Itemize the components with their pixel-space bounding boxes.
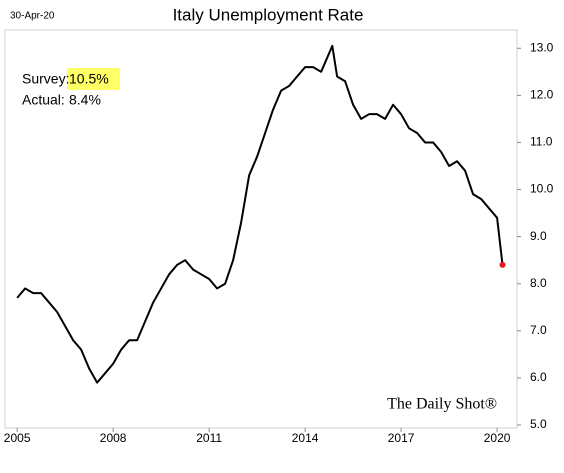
y-tick-label: 12.0 — [530, 88, 554, 102]
y-tick-label: 9.0 — [530, 229, 547, 243]
y-tick-label: 7.0 — [530, 323, 547, 337]
y-tick-label: 11.0 — [530, 135, 553, 149]
y-tick-label: 8.0 — [530, 276, 547, 290]
source-label: The Daily Shot® — [387, 396, 497, 413]
x-tick-label: 2014 — [292, 431, 319, 445]
x-tick-label: 2011 — [196, 431, 222, 445]
y-tick-label: 6.0 — [530, 370, 547, 384]
highlight — [67, 68, 120, 90]
actual-label: Actual: — [22, 92, 65, 108]
actual-value: 8.4% — [69, 92, 101, 108]
last-point — [499, 261, 506, 268]
survey-value: 10.5% — [69, 71, 109, 87]
survey-label: Survey: — [22, 71, 69, 87]
x-tick-label: 2005 — [4, 431, 31, 445]
y-tick-label: 10.0 — [530, 182, 554, 196]
x-tick-label: 2017 — [388, 431, 415, 445]
y-tick-label: 13.0 — [530, 40, 554, 54]
x-tick-label: 2020 — [484, 431, 511, 445]
y-tick-label: 5.0 — [530, 417, 547, 431]
chart-title: Italy Unemployment Rate — [173, 5, 364, 24]
date-label: 30-Apr-20 — [10, 11, 55, 22]
line — [16, 44, 504, 384]
x-tick-label: 2008 — [100, 431, 127, 445]
plot-frame — [4, 29, 518, 429]
